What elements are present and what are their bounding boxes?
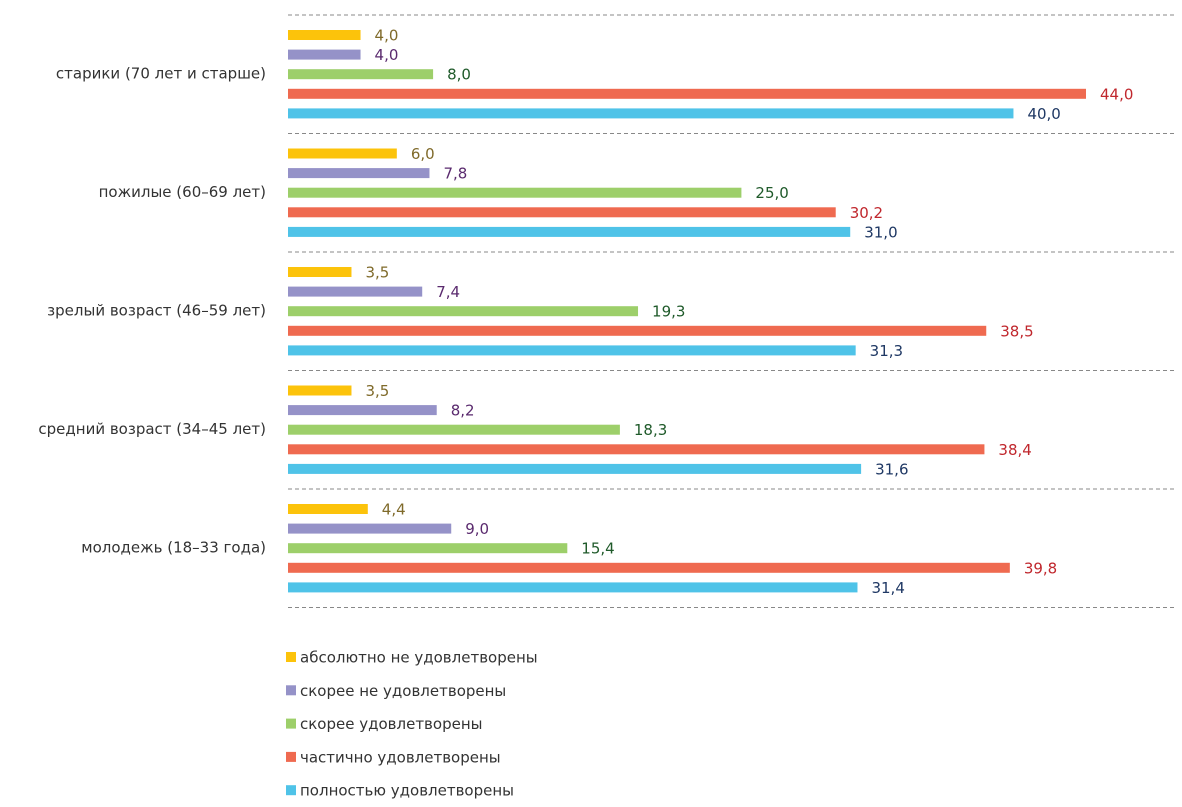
bar: [288, 88, 1086, 99]
bar: [288, 306, 639, 317]
bar: [288, 385, 352, 396]
legend-label: полностью удовлетворены: [300, 782, 514, 800]
value-label: 4,4: [382, 501, 406, 519]
value-label: 8,2: [451, 402, 475, 420]
bar: [288, 226, 851, 237]
bar: [288, 168, 430, 179]
bar: [288, 582, 858, 593]
bar: [288, 286, 423, 297]
category-label: старики (70 лет и старше): [56, 65, 266, 83]
bar: [288, 69, 434, 80]
bar: [288, 49, 361, 60]
value-label: 31,6: [875, 460, 908, 478]
value-label: 7,8: [443, 165, 467, 183]
category-label: средний возраст (34–45 лет): [38, 420, 266, 438]
value-label: 9,0: [465, 520, 489, 538]
value-label: 6,0: [411, 145, 435, 163]
value-label: 31,4: [871, 579, 904, 597]
value-label: 40,0: [1027, 105, 1060, 123]
value-label: 39,8: [1024, 559, 1057, 577]
value-label: 8,0: [447, 66, 471, 84]
legend-label: скорее не удовлетворены: [300, 682, 506, 700]
bar: [288, 444, 985, 455]
value-label: 7,4: [436, 283, 460, 301]
bar: [288, 187, 742, 198]
value-label: 4,0: [375, 27, 399, 45]
value-label: 3,5: [365, 382, 389, 400]
value-label: 25,0: [755, 184, 788, 202]
category-label: пожилые (60–69 лет): [99, 183, 266, 201]
legend-swatch: [286, 718, 296, 729]
legend-swatch: [286, 685, 296, 696]
legend-label: частично удовлетворены: [300, 748, 501, 766]
value-label: 38,5: [1000, 322, 1033, 340]
bar: [288, 543, 568, 554]
value-label: 44,0: [1100, 85, 1133, 103]
bar: [288, 405, 437, 416]
category-label: зрелый возраст (46–59 лет): [47, 302, 266, 320]
value-label: 31,3: [870, 342, 903, 360]
bar: [288, 148, 397, 159]
bar: [288, 345, 856, 356]
bar: [288, 504, 368, 514]
value-label: 4,0: [375, 46, 399, 64]
value-label: 19,3: [652, 303, 685, 321]
bar: [288, 523, 452, 534]
bar: [288, 325, 987, 336]
value-label: 18,3: [634, 421, 667, 439]
legend-label: абсолютно не удовлетворены: [300, 649, 538, 667]
value-label: 30,2: [850, 204, 883, 222]
bar: [288, 30, 361, 40]
bar: [288, 463, 862, 474]
value-label: 3,5: [365, 264, 389, 282]
legend-swatch: [286, 751, 296, 762]
bar: [288, 424, 620, 435]
bar: [288, 562, 1010, 573]
legend-swatch: [286, 785, 296, 796]
bar: [288, 207, 836, 218]
legend-swatch: [286, 652, 296, 662]
value-label: 15,4: [581, 540, 614, 558]
value-label: 31,0: [864, 223, 897, 241]
legend-label: скорее удовлетворены: [300, 715, 482, 733]
category-label: молодежь (18–33 года): [81, 539, 266, 557]
bar: [288, 267, 352, 277]
bar: [288, 108, 1014, 119]
value-label: 38,4: [998, 441, 1031, 459]
